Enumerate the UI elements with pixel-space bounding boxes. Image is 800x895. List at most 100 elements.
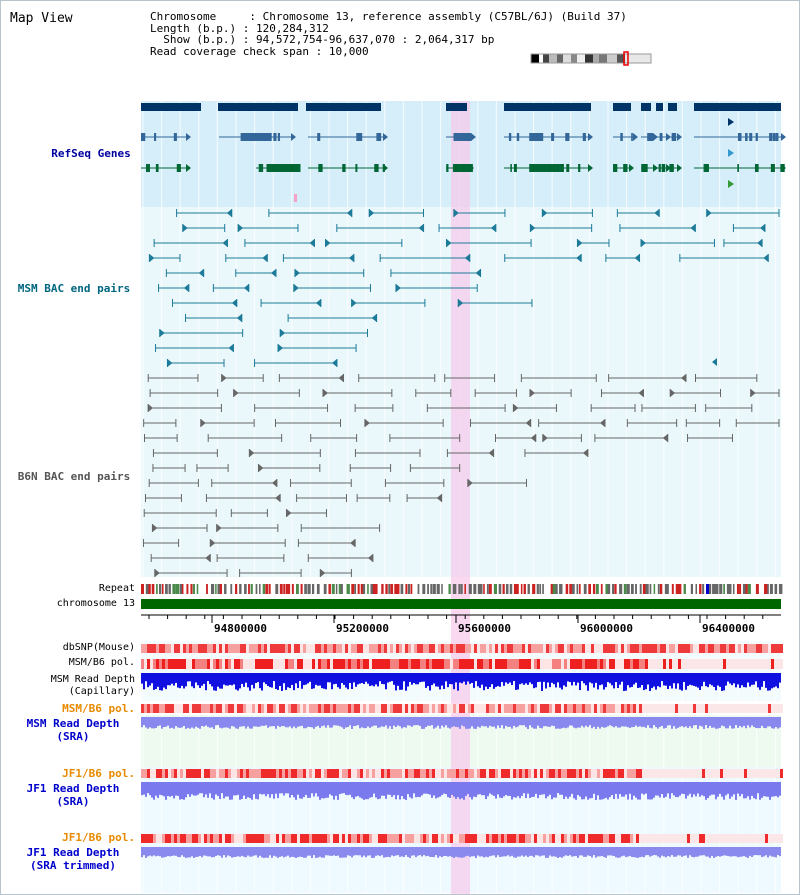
read-depth-bar bbox=[625, 847, 627, 858]
read-depth-bar bbox=[531, 782, 533, 797]
polymorphism-cell bbox=[231, 834, 234, 843]
polymorphism-cell bbox=[582, 659, 585, 669]
polymorphism-cell bbox=[432, 659, 435, 669]
polymorphism-cell bbox=[192, 659, 195, 669]
read-depth-bar bbox=[739, 673, 741, 688]
read-depth-bar bbox=[641, 717, 643, 728]
read-depth-bar bbox=[771, 782, 773, 797]
polymorphism-cell bbox=[678, 769, 681, 778]
bac-end-arrow bbox=[446, 239, 452, 247]
msm-depth-sra-line2: (SRA) bbox=[56, 730, 90, 743]
polymorphism-cell bbox=[150, 659, 153, 669]
polymorphism-cell bbox=[627, 704, 630, 713]
axis-tick-label: 94800000 bbox=[214, 622, 267, 635]
read-depth-bar bbox=[177, 847, 179, 857]
read-depth-bar bbox=[761, 717, 763, 726]
read-depth-bar bbox=[321, 847, 323, 858]
polymorphism-cell bbox=[558, 704, 561, 713]
refseq-genes-label[interactable]: RefSeq Genes bbox=[51, 147, 131, 160]
polymorphism-cell bbox=[450, 834, 453, 843]
polymorphism-cell bbox=[462, 644, 465, 653]
polymorphism-cell bbox=[246, 704, 249, 713]
msm-pol-label[interactable]: MSM/B6 pol. bbox=[68, 657, 135, 668]
read-depth-bar bbox=[181, 782, 183, 800]
polymorphism-cell bbox=[726, 769, 729, 778]
polymorphism-cell bbox=[357, 704, 360, 713]
polymorphism-cell bbox=[330, 834, 333, 843]
read-depth-bar bbox=[601, 847, 603, 857]
polymorphism-cell bbox=[606, 769, 609, 778]
polymorphism-cell bbox=[390, 644, 393, 653]
msm-pol-sra-label[interactable]: MSM/B6 pol. bbox=[62, 702, 135, 715]
read-depth-bar bbox=[595, 717, 597, 729]
polymorphism-cell bbox=[690, 834, 693, 843]
jf1-pol2-label[interactable]: JF1/B6 pol. bbox=[62, 831, 135, 844]
polymorphism-cell bbox=[183, 704, 186, 713]
polymorphism-cell bbox=[699, 704, 702, 713]
read-depth-bar bbox=[595, 673, 597, 683]
bac-end-arrow bbox=[346, 209, 352, 217]
polymorphism-cell bbox=[705, 644, 708, 653]
repeat-mark bbox=[396, 584, 400, 594]
polymorphism-cell bbox=[195, 644, 198, 653]
read-depth-bar bbox=[187, 717, 189, 728]
read-depth-bar bbox=[389, 717, 391, 727]
dbsnp-label[interactable]: dbSNP(Mouse) bbox=[62, 642, 135, 653]
polymorphism-cell bbox=[198, 834, 201, 843]
read-depth-bar bbox=[233, 673, 235, 685]
read-depth-bar bbox=[143, 847, 145, 856]
read-depth-bar bbox=[629, 673, 631, 688]
read-depth-bar bbox=[185, 717, 187, 729]
repeat-mark bbox=[414, 584, 416, 594]
read-depth-bar bbox=[687, 847, 689, 858]
msm-depth-capillary-label[interactable]: MSM Read Depth (Capillary) bbox=[11, 674, 135, 698]
read-depth-bar bbox=[747, 847, 749, 858]
polymorphism-cell bbox=[753, 644, 756, 653]
polymorphism-cell bbox=[768, 704, 771, 713]
read-depth-bar bbox=[219, 782, 221, 800]
polymorphism-cell bbox=[591, 659, 594, 669]
read-depth-bar bbox=[773, 673, 775, 688]
polymorphism-cell bbox=[495, 659, 498, 669]
polymorphism-cell bbox=[192, 644, 195, 653]
polymorphism-cell bbox=[327, 704, 330, 713]
polymorphism-cell bbox=[489, 704, 492, 713]
read-depth-bar bbox=[297, 847, 299, 858]
read-depth-bar bbox=[355, 717, 357, 726]
read-depth-bar bbox=[465, 847, 467, 857]
jf1-depth-label[interactable]: JF1 Read Depth (SRA) bbox=[11, 782, 135, 808]
repeat-mark bbox=[569, 584, 572, 594]
polymorphism-cell bbox=[348, 659, 351, 669]
b6n-bac-label[interactable]: B6N BAC end pairs bbox=[17, 470, 131, 483]
read-depth-bar bbox=[519, 717, 521, 726]
read-depth-bar bbox=[265, 847, 267, 858]
repeat-mark bbox=[283, 584, 286, 594]
msm-bac-label[interactable]: MSM BAC end pairs bbox=[17, 282, 131, 295]
read-depth-bar bbox=[409, 847, 411, 858]
read-depth-bar bbox=[517, 717, 519, 727]
read-depth-bar bbox=[501, 782, 503, 799]
msm-depth-sra-label[interactable]: MSM Read Depth (SRA) bbox=[11, 717, 135, 743]
polymorphism-cell bbox=[756, 834, 759, 843]
read-depth-bar bbox=[379, 847, 381, 857]
jf1-pol-label[interactable]: JF1/B6 pol. bbox=[62, 767, 135, 780]
polymorphism-cell bbox=[666, 769, 669, 778]
polymorphism-cell bbox=[354, 834, 357, 843]
polymorphism-cell bbox=[681, 659, 684, 669]
repeat-mark bbox=[196, 584, 199, 594]
read-depth-bar bbox=[249, 717, 251, 729]
read-depth-bar bbox=[459, 673, 461, 683]
polymorphism-cell bbox=[525, 704, 528, 713]
read-depth-bar bbox=[529, 673, 531, 683]
jf1-depth-trimmed-label[interactable]: JF1 Read Depth (SRA trimmed) bbox=[11, 846, 135, 872]
gene-exon bbox=[772, 133, 776, 141]
polymorphism-cell bbox=[720, 834, 723, 843]
polymorphism-cell bbox=[285, 769, 288, 778]
polymorphism-cell bbox=[300, 704, 303, 713]
read-depth-bar bbox=[585, 673, 587, 686]
read-depth-bar bbox=[363, 847, 365, 856]
read-depth-bar bbox=[197, 717, 199, 728]
gene-strand-arrow bbox=[383, 164, 388, 172]
bac-end-arrow bbox=[763, 254, 769, 262]
